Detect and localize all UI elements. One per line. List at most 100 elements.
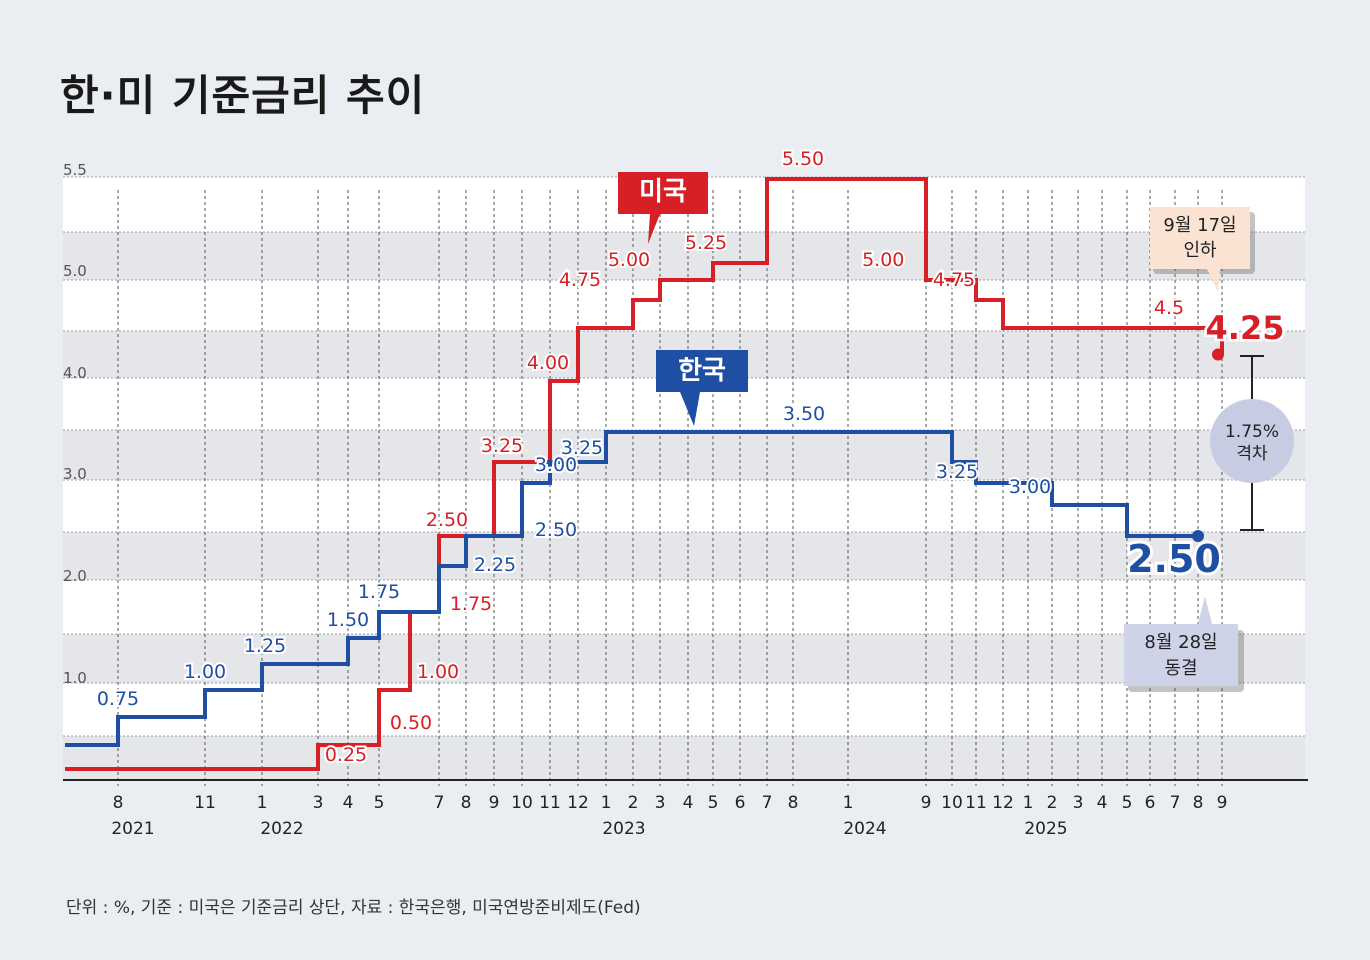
us-callout-line2: 인하 [1183,240,1217,261]
plot-band [63,532,1305,580]
x-month-label: 6 [1145,793,1156,813]
x-month-label: 6 [735,793,746,813]
y-tick-label: 3.0 [63,465,87,483]
plot-band [63,634,1305,683]
us-data-label: 1.75 [450,593,492,615]
plot-band [63,430,1305,480]
kr-end-point [1192,530,1204,542]
kr-data-label: 3.50 [783,403,825,425]
kr-data-label: 3.25 [561,437,603,459]
x-month-label: 10 [941,793,963,813]
chart-title: 한·미 기준금리 추이 [60,71,426,120]
x-year-label: 2025 [1024,819,1067,839]
y-tick-label: 4.0 [63,364,87,382]
kr-callout-line1: 8월 28일 [1144,632,1217,653]
kr-data-label: 3.25 [936,461,978,483]
kr-data-label: 0.75 [97,688,139,710]
x-month-label: 12 [992,793,1014,813]
kr-data-label: 3.00 [1009,476,1051,498]
x-month-label: 7 [434,793,445,813]
x-month-label: 3 [655,793,666,813]
kr-data-label: 3.00 [535,454,577,476]
x-month-label: 8 [113,793,124,813]
x-month-label: 8 [788,793,799,813]
x-month-label: 1 [843,793,854,813]
x-month-label: 5 [374,793,385,813]
x-month-label: 12 [567,793,589,813]
kr-callout-bubble [1124,596,1238,686]
kr-data-label: 1.25 [244,635,286,657]
plot-band [63,683,1305,736]
x-month-label: 8 [1193,793,1204,813]
x-month-label: 5 [1122,793,1133,813]
x-month-label: 2 [628,793,639,813]
us-data-label: 0.50 [390,712,432,734]
y-tick-label: 5.0 [63,262,87,280]
y-tick-label: 2.0 [63,567,87,585]
us-callout-bubble [1150,207,1250,292]
plot-band [63,232,1305,280]
x-month-label: 11 [539,793,561,813]
plot-band [63,736,1305,780]
plot-band [63,280,1305,331]
x-month-label: 9 [1217,793,1228,813]
x-month-label: 1 [601,793,612,813]
kr-series-tag [656,350,748,426]
us-data-label: 5.00 [862,249,904,271]
x-month-label: 7 [762,793,773,813]
us-rate-line [65,177,1224,771]
us-data-label: 2.50 [426,509,468,531]
plot-band [63,580,1305,634]
us-data-label: 4.00 [527,352,569,374]
x-month-label: 1 [1023,793,1034,813]
gap-badge-line2: 격차 [1236,444,1268,464]
kr-series-tag-label: 한국 [678,356,726,386]
x-month-label: 8 [461,793,472,813]
us-end-point [1212,348,1224,361]
us-data-label: 4.75 [559,269,601,291]
us-data-label: 5.00 [608,249,650,271]
us-callout-line1: 9월 17일 [1163,215,1236,236]
x-month-label: 10 [511,793,533,813]
x-month-label: 11 [194,793,216,813]
kr-data-label: 1.75 [358,581,400,603]
x-year-label: 2022 [260,819,303,839]
kr-final-value: 2.50 [1127,537,1221,581]
x-month-label: 3 [1073,793,1084,813]
us-final-value: 4.25 [1206,309,1285,347]
us-data-label: 4.75 [933,269,975,291]
us-data-label: 3.25 [481,435,523,457]
us-data-label: 5.50 [782,148,824,170]
kr-data-label: 2.50 [535,519,577,541]
x-year-label: 2024 [843,819,886,839]
gap-badge-line1: 1.75% [1225,422,1279,442]
x-month-label: 11 [965,793,987,813]
x-month-label: 7 [1170,793,1181,813]
y-tick-label: 5.5 [63,161,87,179]
us-data-label: 5.25 [685,232,727,254]
us-data-label: 0.25 [325,744,367,766]
kr-data-label: 2.25 [474,554,516,576]
kr-callout-line2: 동결 [1164,658,1197,679]
x-year-label: 2021 [111,819,154,839]
us-series-tag-label: 미국 [639,177,687,207]
x-month-label: 9 [921,793,932,813]
x-month-label: 9 [489,793,500,813]
kr-data-label: 1.50 [327,609,369,631]
x-month-label: 4 [343,793,354,813]
x-month-label: 4 [683,793,694,813]
gap-badge [1210,399,1294,483]
source-footnote: 단위 : %, 기준 : 미국은 기준금리 상단, 자료 : 한국은행, 미국연… [66,898,641,918]
us-data-label: 4.5 [1154,297,1184,319]
x-month-label: 4 [1097,793,1108,813]
kr-rate-line [65,430,1198,747]
us-data-label: 1.00 [417,661,459,683]
x-year-label: 2023 [602,819,645,839]
y-tick-label: 1.0 [63,669,87,687]
x-month-label: 1 [257,793,268,813]
kr-data-label: 1.00 [184,661,226,683]
x-month-label: 2 [1047,793,1058,813]
x-month-label: 3 [313,793,324,813]
